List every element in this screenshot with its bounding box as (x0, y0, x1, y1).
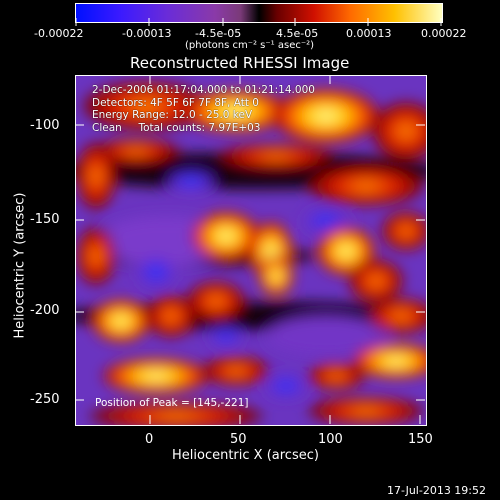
y-axis-label: Heliocentric Y (arcsec) (12, 192, 28, 339)
y-tick-label: -100 (30, 118, 60, 133)
y-tick-label: -200 (30, 303, 60, 318)
info-line: Clean Total counts: 7.97E+03 (92, 121, 261, 134)
colorbar-tick-label: -4.5e-05 (195, 27, 242, 40)
axis-ticks (75, 75, 425, 424)
y-tick-label: -250 (30, 392, 60, 407)
info-line: Detectors: 4F 5F 6F 7F 8F, Att 0 (92, 96, 259, 109)
info-line: 2-Dec-2006 01:17:04.000 to 01:21:14.000 (92, 84, 315, 96)
x-axis-label: Heliocentric X (arcsec) (172, 448, 319, 463)
x-tick-label: 150 (408, 432, 433, 447)
x-tick-label: 100 (318, 432, 343, 447)
colorbar-tick-label: 0.00022 (421, 27, 467, 40)
info-line: Energy Range: 12.0 - 25.0 keV (92, 109, 253, 121)
x-tick-label: 0 (145, 432, 154, 447)
footer-timestamp: 17-Jul-2013 19:52 (387, 484, 487, 497)
x-tick-label: 50 (230, 432, 247, 447)
peak-position: Position of Peak = [145,-221] (95, 397, 249, 409)
colorbar-tick-marks (75, 18, 442, 26)
colorbar-units: (photons cm⁻² s⁻¹ asec⁻²) (185, 40, 315, 51)
colorbar-tick-label: -0.00013 (122, 27, 172, 40)
colorbar-tick-label: -0.00022 (34, 27, 84, 40)
colorbar (75, 3, 443, 23)
colorbar-tick-label: 0.00013 (346, 27, 392, 40)
rhessi-image (75, 75, 427, 426)
colorbar-tick-label: 4.5e-05 (276, 27, 319, 40)
plot-title: Reconstructed RHESSI Image (130, 54, 350, 72)
observation-info: 2-Dec-2006 01:17:04.000 to 01:21:14.000 D… (92, 84, 315, 134)
rhessi-intensity-map (76, 76, 426, 425)
y-tick-label: -150 (30, 212, 60, 227)
